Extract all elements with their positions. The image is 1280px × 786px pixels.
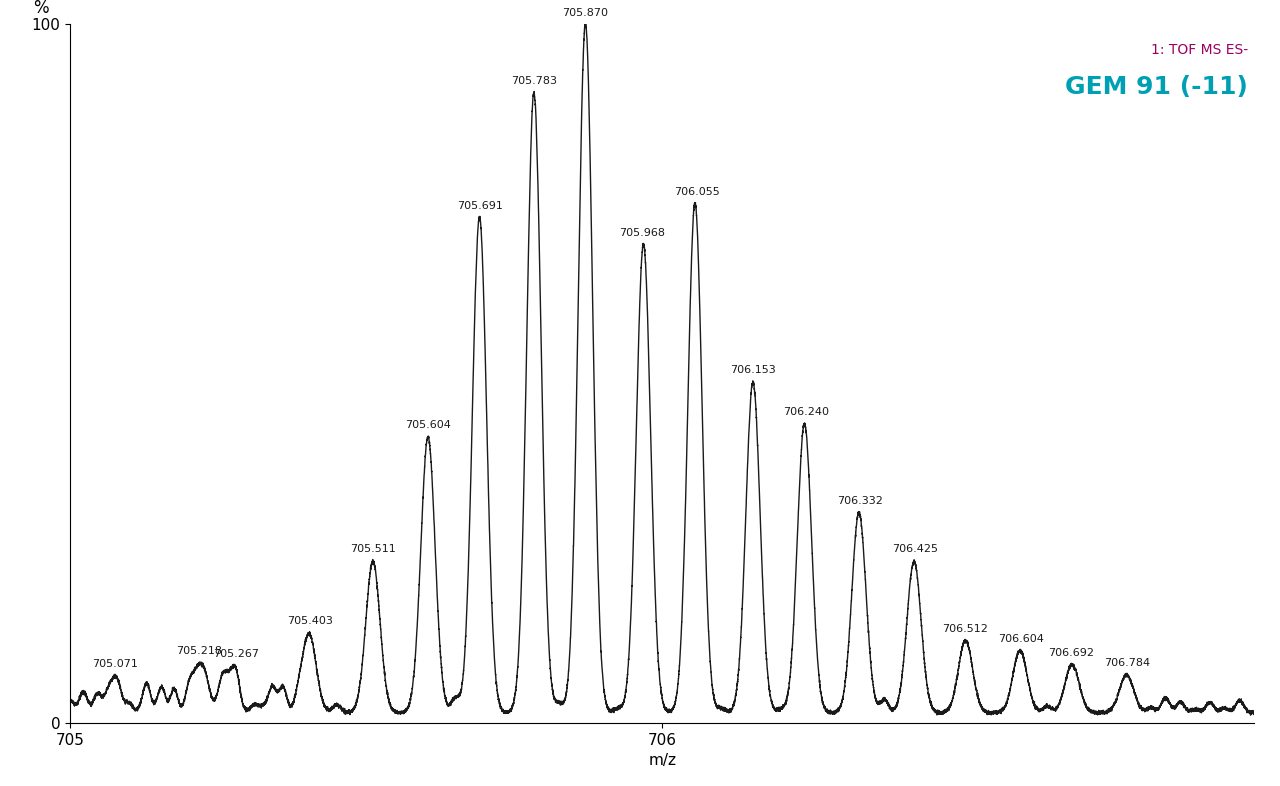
Y-axis label: %: % [33,0,49,17]
Text: 705.870: 705.870 [562,8,608,18]
Text: 705.511: 705.511 [349,544,396,554]
Text: 706.425: 706.425 [892,545,938,554]
Text: 706.240: 706.240 [782,407,828,417]
Text: 706.332: 706.332 [837,496,882,506]
X-axis label: m/z: m/z [649,754,676,769]
Text: 706.512: 706.512 [942,624,988,634]
Text: 706.784: 706.784 [1103,658,1149,668]
Text: 706.692: 706.692 [1048,648,1094,658]
Text: 705.783: 705.783 [511,76,557,86]
Text: 705.403: 705.403 [287,616,333,626]
Text: 705.604: 705.604 [406,421,451,431]
Text: 705.071: 705.071 [92,659,138,669]
Text: 705.267: 705.267 [212,648,259,659]
Text: 705.218: 705.218 [177,646,223,656]
Text: 705.691: 705.691 [457,200,503,211]
Text: 706.604: 706.604 [998,634,1044,644]
Text: 706.055: 706.055 [673,187,719,197]
Text: GEM 91 (-11): GEM 91 (-11) [1065,75,1248,99]
Text: 1: TOF MS ES-: 1: TOF MS ES- [1151,43,1248,57]
Text: 705.968: 705.968 [620,228,666,238]
Text: 706.153: 706.153 [730,365,776,376]
